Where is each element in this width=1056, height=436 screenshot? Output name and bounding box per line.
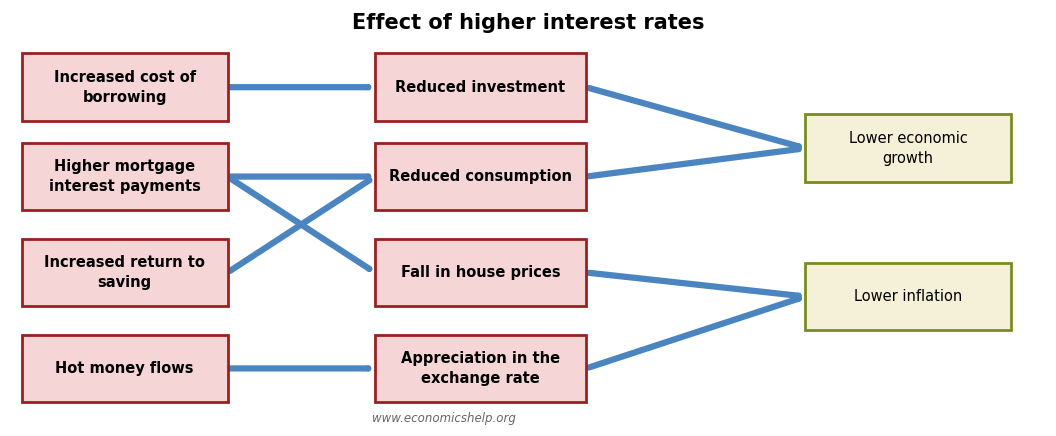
FancyBboxPatch shape [805,114,1012,182]
Text: Hot money flows: Hot money flows [55,361,194,376]
FancyBboxPatch shape [21,143,228,211]
FancyBboxPatch shape [21,335,228,402]
Text: Lower inflation: Lower inflation [854,289,962,304]
Text: Lower economic
growth: Lower economic growth [849,131,967,166]
Text: Increased cost of
borrowing: Increased cost of borrowing [54,70,195,105]
Text: Fall in house prices: Fall in house prices [400,265,561,280]
Text: Higher mortgage
interest payments: Higher mortgage interest payments [49,159,201,194]
Text: Increased return to
saving: Increased return to saving [44,255,205,290]
FancyBboxPatch shape [375,53,586,121]
Text: Effect of higher interest rates: Effect of higher interest rates [352,13,704,33]
FancyBboxPatch shape [375,143,586,211]
Text: Appreciation in the
exchange rate: Appreciation in the exchange rate [401,351,560,386]
FancyBboxPatch shape [805,262,1012,330]
Text: Reduced consumption: Reduced consumption [389,169,572,184]
FancyBboxPatch shape [21,53,228,121]
FancyBboxPatch shape [375,335,586,402]
Text: www.economicshelp.org: www.economicshelp.org [372,412,515,425]
Text: Reduced investment: Reduced investment [395,80,566,95]
FancyBboxPatch shape [375,239,586,306]
FancyBboxPatch shape [21,239,228,306]
